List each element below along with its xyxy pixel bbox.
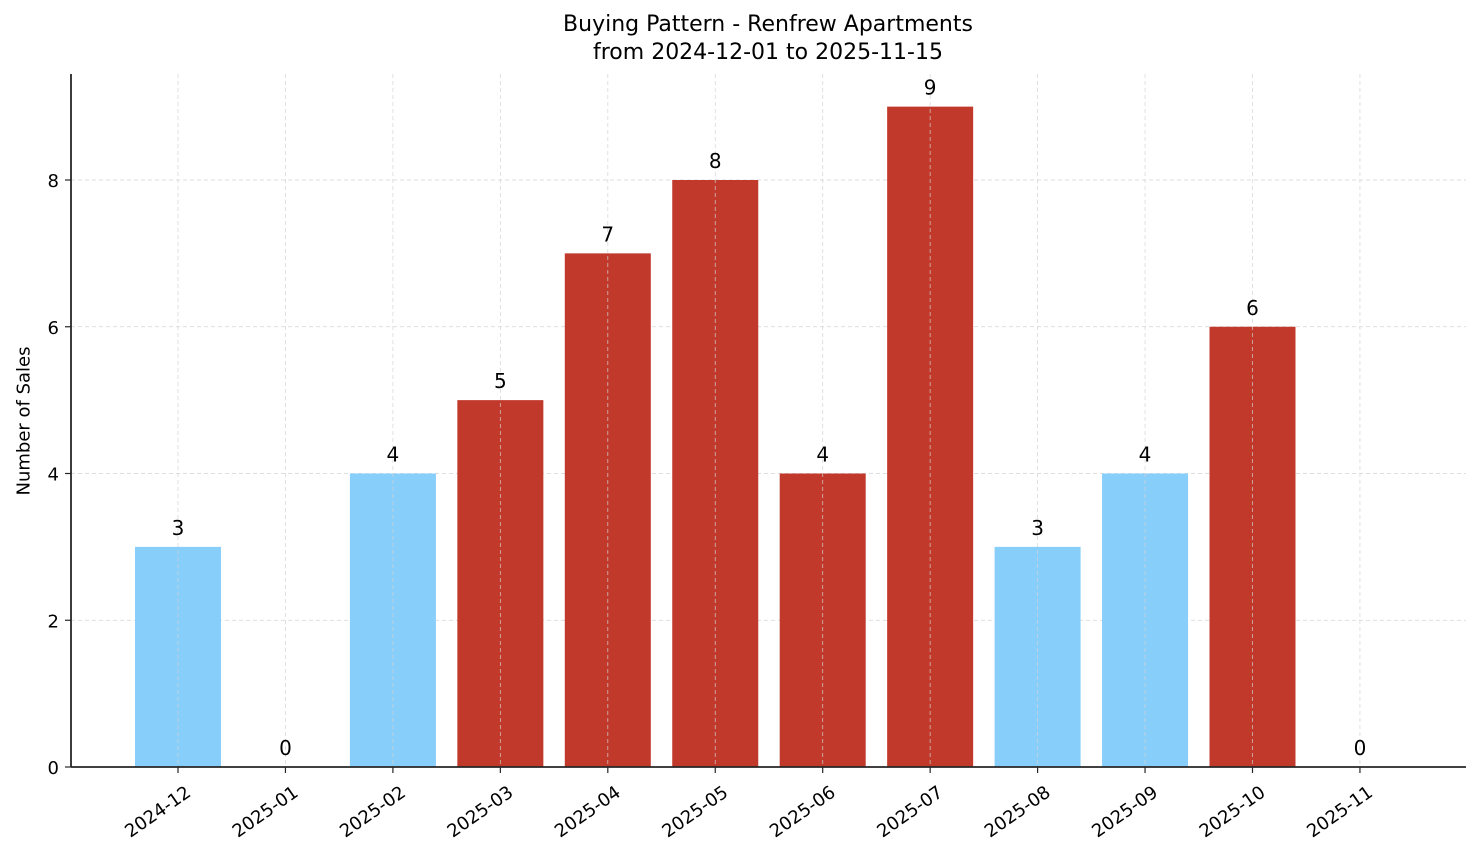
bars	[135, 106, 1296, 767]
x-tick-label: 2025-08	[981, 782, 1055, 842]
x-tick-label: 2025-04	[551, 782, 625, 842]
x-tick-label: 2025-06	[766, 782, 840, 842]
data-label: 4	[387, 443, 400, 467]
y-tick-label: 0	[48, 758, 59, 779]
chart-subtitle: from 2024-12-01 to 2025-11-15	[593, 40, 943, 65]
x-tick-label: 2025-11	[1303, 782, 1377, 842]
data-label: 7	[601, 222, 614, 246]
y-tick-label: 6	[48, 318, 59, 339]
data-label: 3	[1031, 516, 1044, 540]
data-label: 0	[279, 736, 292, 760]
x-tick-label: 2025-01	[229, 782, 303, 842]
data-label: 4	[816, 443, 829, 467]
data-label: 6	[1246, 296, 1259, 320]
data-labels: 3 0 4 5 7 8 4 9 3 4 6 0	[172, 76, 1367, 760]
chart-title: Buying Pattern - Renfrew Apartments	[563, 12, 973, 37]
x-tick-label: 2025-10	[1196, 782, 1270, 842]
axes	[65, 74, 1466, 773]
bar-2025-07	[887, 106, 974, 767]
y-tick-label: 8	[48, 171, 59, 192]
data-label: 8	[709, 149, 722, 173]
data-label: 0	[1354, 736, 1367, 760]
y-tick-label: 2	[48, 611, 59, 632]
x-tick-label: 2025-09	[1088, 782, 1162, 842]
vertical-grid-lines	[177, 74, 1361, 767]
data-label: 4	[1139, 443, 1152, 467]
y-tick-label: 4	[48, 465, 59, 486]
x-tick-label: 2025-03	[444, 782, 518, 842]
data-label: 5	[494, 369, 507, 393]
x-tick-label: 2024-12	[121, 782, 195, 842]
x-tick-label: 2025-02	[336, 782, 410, 842]
data-label: 9	[924, 76, 937, 100]
data-label: 3	[172, 516, 185, 540]
x-tick-label: 2025-07	[873, 782, 947, 842]
x-tick-label: 2025-05	[658, 782, 732, 842]
